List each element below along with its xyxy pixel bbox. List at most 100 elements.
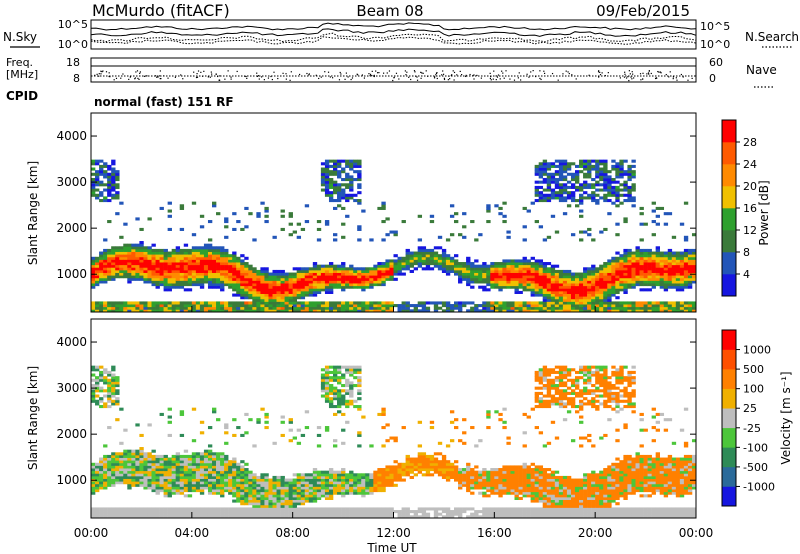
power-cell <box>530 288 535 292</box>
power-cell <box>486 301 491 305</box>
nave-dot <box>210 71 212 73</box>
power-cell <box>554 296 560 300</box>
power-cell <box>248 301 253 305</box>
power-cell <box>179 264 185 268</box>
power-cell <box>514 272 519 276</box>
power-cell <box>296 293 302 297</box>
nave-dot <box>449 78 451 80</box>
velocity-cell <box>103 483 108 487</box>
velocity-cell <box>401 462 406 466</box>
power-cell <box>280 275 285 279</box>
power-cell <box>115 193 120 197</box>
power-cell <box>462 275 467 279</box>
power-cell <box>542 269 548 273</box>
power-cell <box>659 275 665 279</box>
power-cell <box>655 251 660 255</box>
nave-dot <box>420 71 422 73</box>
velocity-cell <box>300 512 306 516</box>
power-cell <box>607 183 612 187</box>
velocity-cell <box>341 384 346 388</box>
power-cell <box>349 277 354 281</box>
power-cell <box>337 267 342 271</box>
velocity-cell <box>207 507 213 511</box>
velocity-cell <box>337 376 342 380</box>
velocity-cell <box>349 381 354 385</box>
power-cell <box>575 275 580 279</box>
velocity-cell <box>333 483 338 487</box>
power-cell <box>191 233 197 237</box>
power-cell <box>95 272 100 276</box>
velocity-cell <box>349 486 354 490</box>
power-cell <box>324 183 330 187</box>
power-cell <box>587 269 592 273</box>
velocity-cell <box>280 483 285 487</box>
velocity-cell <box>260 499 265 503</box>
velocity-cell <box>131 457 136 461</box>
velocity-cell <box>308 489 314 493</box>
power-cell <box>405 256 410 260</box>
power-cell <box>655 272 660 276</box>
velocity-cell <box>248 512 253 516</box>
power-cell <box>328 288 334 292</box>
power-cell <box>224 306 229 310</box>
power-cell <box>591 264 596 268</box>
power-cell <box>449 256 455 260</box>
power-cell <box>240 262 245 266</box>
velocity-cell <box>333 510 338 514</box>
velocity-cell <box>272 510 277 514</box>
power-cell <box>494 280 499 284</box>
power-cell <box>385 264 390 268</box>
velocity-cell <box>304 515 310 519</box>
power-cell <box>320 188 326 192</box>
power-cell <box>381 306 386 310</box>
nave-dot <box>98 75 100 77</box>
velocity-cell <box>143 460 148 464</box>
nave-dot <box>256 72 258 74</box>
power-cell <box>667 304 673 308</box>
nave-dot <box>654 77 657 80</box>
velocity-cell <box>123 515 128 519</box>
power-cell <box>127 301 132 305</box>
power-cell <box>530 277 535 281</box>
velocity-cell <box>341 491 346 495</box>
power-cell <box>341 167 346 171</box>
power-cell <box>163 254 168 258</box>
power-cell <box>623 185 628 189</box>
power-cell <box>143 304 148 308</box>
colorbar-tick-label: 28 <box>743 136 757 149</box>
velocity-cell <box>272 489 277 493</box>
power-cell <box>191 301 197 305</box>
power-cell <box>562 188 568 192</box>
velocity-cell <box>187 473 193 477</box>
power-cell <box>345 196 350 200</box>
power-cell <box>405 267 410 271</box>
power-cell <box>542 193 548 197</box>
power-cell <box>449 269 455 273</box>
velocity-cell <box>345 475 350 479</box>
power-cell <box>611 269 616 273</box>
power-cell <box>579 188 584 192</box>
power-cell <box>530 256 535 260</box>
power-cell <box>207 259 213 263</box>
velocity-cell <box>312 483 318 487</box>
power-cell <box>244 293 249 297</box>
velocity-cell <box>244 470 249 474</box>
velocity-cell <box>191 507 197 511</box>
power-cell <box>441 264 447 268</box>
velocity-cell <box>131 507 136 511</box>
power-cell <box>486 206 491 210</box>
power-cell <box>300 306 306 310</box>
power-cell <box>159 283 164 287</box>
power-cell <box>458 304 463 308</box>
power-cell <box>655 267 660 271</box>
power-cell <box>683 262 689 266</box>
power-cell <box>236 280 241 284</box>
velocity-cell <box>256 489 261 493</box>
nave-dot <box>598 76 600 78</box>
power-cell <box>324 301 330 305</box>
power-cell <box>163 262 168 266</box>
power-cell <box>619 306 624 310</box>
velocity-cell <box>248 483 253 487</box>
power-cell <box>615 288 620 292</box>
velocity-cell <box>405 515 410 519</box>
